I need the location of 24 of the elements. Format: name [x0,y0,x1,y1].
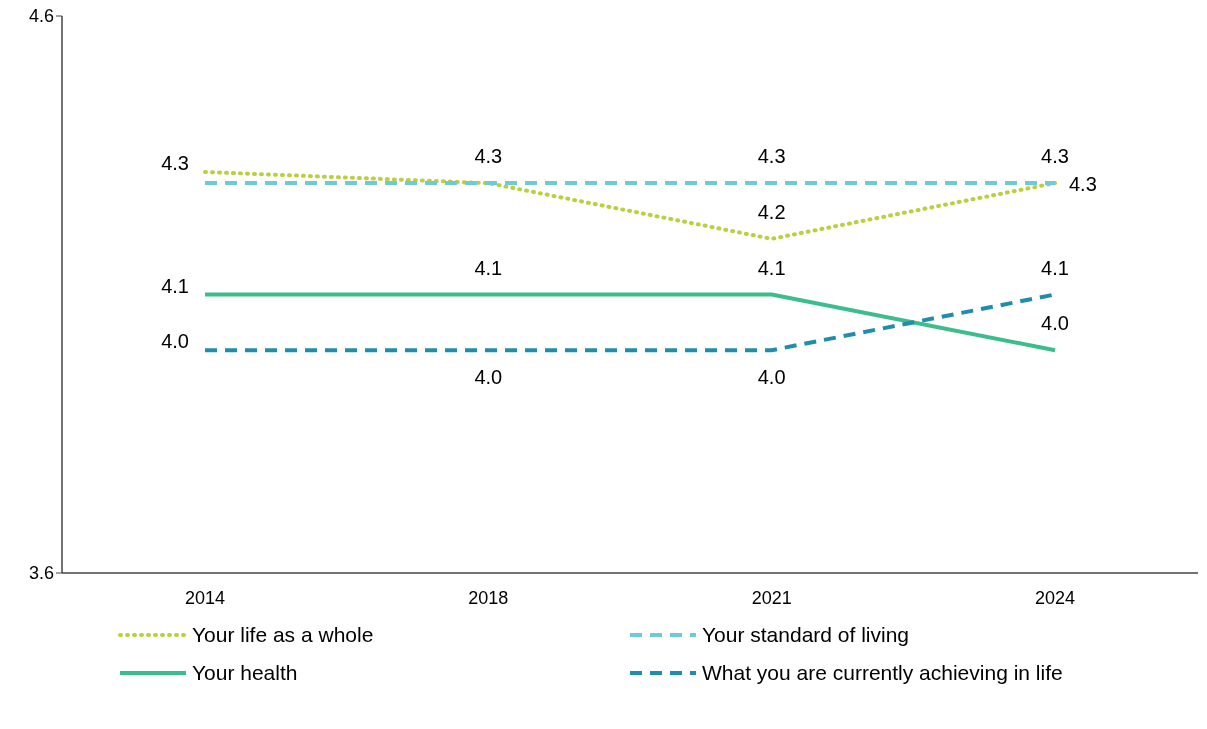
y-tick-label: 3.6 [28,563,54,584]
data-label: 4.3 [474,145,503,168]
data-label: 4.2 [757,200,786,223]
data-label: 4.1 [161,274,189,297]
x-tick-label: 2024 [1034,587,1076,608]
data-label: 4.1 [757,256,786,279]
y-tick-label: 4.6 [28,6,54,27]
legend-label: Your standard of living [702,623,910,647]
data-label: 4.3 [1041,145,1069,168]
x-tick-label: 2014 [184,587,226,608]
data-label: 4.3 [161,151,189,174]
legend-label: Your life as a whole [192,623,374,647]
legend-label: Your health [192,661,298,685]
x-tick-label: 2021 [751,587,792,608]
data-label: 4.1 [1041,256,1069,279]
data-label: 4.3 [1069,173,1097,196]
data-label: 4.0 [757,366,786,389]
data-label: 4.1 [474,256,503,279]
data-label: 4.3 [757,145,786,168]
data-label: 4.0 [474,366,503,389]
data-label: 4.0 [1041,312,1069,335]
data-label: 4.0 [161,330,189,353]
legend-label: What you are currently achieving in life [702,661,1063,685]
x-tick-label: 2018 [468,587,509,608]
